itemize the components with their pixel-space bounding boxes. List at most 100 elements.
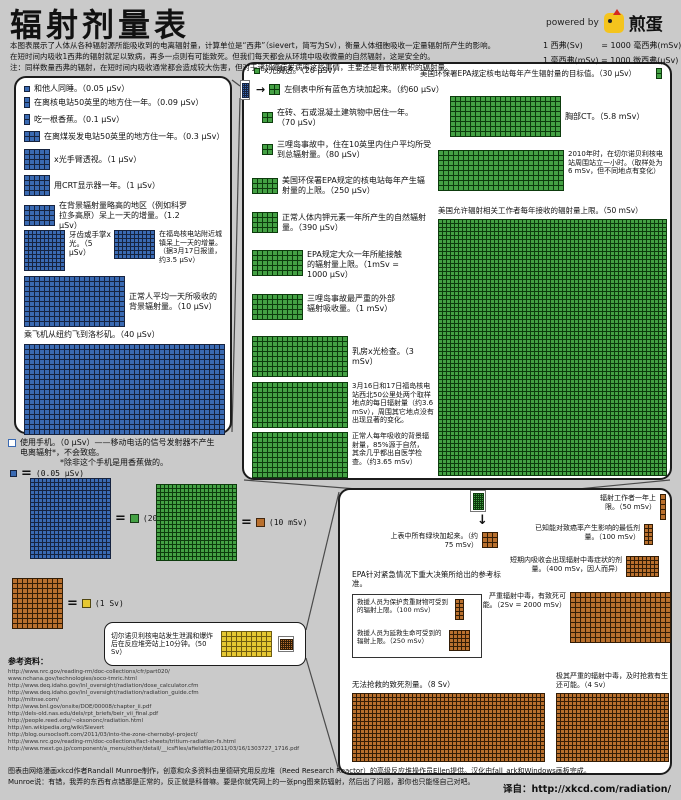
dose-item: 救援人员为保护贵重财物可受到的辐射上限。（100 mSv） — [357, 598, 464, 620]
dose-grid-blue — [24, 205, 55, 227]
dose-item: 在背景辐射量略高的地区（例如科罗拉多高原）呆上一天的增量。（1.2 μSv） — [24, 201, 189, 230]
dose-item: 严重辐射中毒，有致死可能。（2Sv = 2000 mSv） — [482, 592, 671, 643]
dose-grid-brown — [660, 494, 666, 520]
dose-item: 乳房x光检查。（3 mSv） — [252, 336, 432, 377]
dose-grid-blue — [114, 230, 155, 259]
dose-grid-blue — [24, 114, 30, 125]
intro-line: 在短时间内吸收1西弗的辐射就足以致病，再多一点则有可能致死。但我们每天都会从环境… — [10, 52, 435, 61]
dose-item: 在砖、石或混凝土建筑物中居住一年。（70 μSv） — [262, 108, 427, 128]
dose-item: 无法抢救的致死剂量。（8 Sv） — [352, 680, 545, 763]
reference-url: http://www.nrc.gov/reading-rm/doc-collec… — [8, 669, 170, 675]
dose-label: EPA规定大众一年所能接触的辐射量上限。（1mSv = 1000 μSv） — [307, 250, 402, 279]
dose-item: 短期内吸收会出现辐射中毒症状的剂量。（400 mSv，因人而异） — [510, 556, 659, 577]
dose-label: x光手臂透视。（1 μSv） — [54, 154, 142, 164]
reference-url: http://www.mext.go.jp/component/a_menu/o… — [8, 746, 300, 752]
dose-item: 极其严重的辐射中毒，及时抢救有生还可能。（4 Sv） — [556, 672, 669, 763]
dose-grid-green — [438, 219, 667, 477]
references: 参考资料： http://www.nrc.gov/reading-rm/doc-… — [8, 656, 299, 753]
dose-label: 三哩岛事故最严重的外部辐射吸收量。（1 mSv） — [307, 294, 395, 313]
dose-grid-brown — [280, 639, 293, 650]
dose-label: 乳房x光检查。（3 mSv） — [352, 346, 414, 366]
mini-brown-chart-icon — [278, 636, 294, 652]
dose-label: 在砖、石或混凝土建筑物中居住一年。（70 μSv） — [277, 108, 413, 127]
dose-grid-blue — [30, 478, 111, 559]
dose-item: 胸部CT。（5.8 mSv） — [450, 96, 655, 137]
dose-item: 用CRT显示器一年。（1 μSv） — [24, 175, 160, 196]
page-title: 辐射剂量表 — [10, 6, 191, 44]
dose-item: 牙齿或手掌x光。（5 μSv） — [24, 230, 111, 271]
references-list: http://www.nrc.gov/reading-rm/doc-collec… — [8, 669, 299, 753]
dose-item: 已知能对致癌率产生影响的最低剂量。（100 mSv） — [534, 524, 653, 545]
equals-sign: = — [241, 515, 252, 530]
powered-by: powered by 煎蛋 — [546, 8, 663, 35]
dose-label: 美国允许辐射相关工作者每年接收的辐射量上限。（50 mSv） — [438, 206, 643, 215]
dose-label: 正常人体内钾元素一年所产生的自然辐射量。（390 μSv） — [282, 212, 426, 232]
cellphone-note: 使用手机。（0 μSv）——移动电话的信号发射器不产生 电离辐射*，不会致癌。 … — [8, 438, 215, 468]
dose-grid-green — [252, 432, 348, 478]
dose-grid-green — [262, 144, 273, 156]
scale-equation: = (10 mSv) — [156, 484, 307, 561]
credits-line: 图表由网络漫画xkcd作者Randall Munroe制作，创意和众多资料由里德… — [8, 767, 591, 775]
reference-url: http://www.deq.idaho.gov/inl_oversight/r… — [8, 690, 199, 696]
dose-label: 救援人员为保护贵重财物可受到的辐射上限。（100 mSv） — [357, 598, 448, 614]
credits-line: Munroe说：有错，我弄的东西有点错那是正常的，反正就是科普嘛。要是你就凭网上… — [8, 777, 475, 786]
green-unit-square-icon — [129, 514, 139, 523]
dose-label: 在离核电站50英里的地方住一年。（0.09 μSv） — [34, 97, 204, 107]
scale-equation-label: (1 Sv) — [94, 599, 124, 608]
dose-grid-green — [269, 84, 281, 95]
dose-grid-blue — [24, 276, 125, 327]
dose-label: 2010年时，在切尔诺贝利核电站周围站立一小时。（取样处为6 mSv，但不同地点… — [568, 150, 663, 176]
brand-name: 煎蛋 — [628, 15, 663, 35]
dose-grid-blue — [24, 131, 40, 142]
dose-item: 2010年时，在切尔诺贝利核电站周围站立一小时。（取样处为6 mSv，但不同地点… — [438, 150, 663, 191]
dose-label: 辐射工作者一年上限。（50 mSv） — [600, 494, 656, 511]
dose-grid-brown — [570, 592, 671, 643]
dose-label: 美国环保署EPA规定的核电站每年产生辐射量的上限。（250 μSv） — [282, 176, 425, 195]
dose-item: 正常人体内钾元素一年所产生的自然辐射量。（390 μSv） — [252, 212, 432, 233]
mini-blue-chart-icon — [240, 80, 250, 100]
dose-label: 已知能对致癌率产生影响的最低剂量。（100 mSv） — [535, 524, 640, 541]
dose-item: 正常人平均一天所吸收的背景辐射量。（10 μSv） — [24, 276, 219, 327]
dose-label: EPA针对紧急情况下重大决策所给出的参考标准。 — [352, 570, 501, 589]
scale-equation: =(20 μSv) — [30, 478, 181, 559]
dose-grid-brown — [455, 599, 464, 620]
dose-label: 胸部CT。（5.8 mSv） — [565, 111, 645, 121]
dose-label: 用CRT显示器一年。（1 μSv） — [54, 180, 160, 190]
scale-equation: = (1 Sv) — [12, 578, 124, 629]
chernobyl-callout-box: 切尔诺贝利核电站发生泄漏和爆炸后在反应堆旁站上10分钟。（50 Sv） — [104, 622, 306, 666]
dose-grid-brown — [556, 693, 669, 763]
intro-line: 本图表展示了人体从各种辐射源所能吸收到的电离辐射量，计算单位是“西弗”（siev… — [10, 41, 496, 50]
unit-conversion-sv: 1 西弗(Sv) = 1000 毫西弗(mSv) — [543, 41, 681, 50]
dose-label: 美国环保署EPA规定核电站每年产生辐射量的目标值。（30 μSv） — [420, 68, 637, 78]
dose-item: 美国环保署EPA规定核电站每年产生辐射量的目标值。（30 μSv） — [420, 68, 662, 79]
powered-by-label: powered by — [546, 17, 599, 28]
dose-grid-brown — [449, 630, 470, 651]
dose-label: 在福岛核电站附近城镇呆上一天的增量。（据3月17日报道，约3.5 μSv） — [159, 230, 222, 264]
equals-sign: = — [115, 511, 126, 526]
dose-label: 吃一根香蕉。（0.1 μSv） — [34, 114, 125, 124]
references-title: 参考资料： — [8, 657, 48, 666]
dose-grid-blue — [24, 149, 50, 170]
dose-grid-yellow — [221, 631, 272, 657]
dose-label: 乘飞机从纽约飞到洛杉矶。（40 μSv） — [24, 330, 160, 339]
dose-item: 上表中所有绿块加起来。（约75 mSv） — [386, 532, 498, 549]
zero-dose-square-icon — [8, 439, 16, 447]
dose-label: 短期内吸收会出现辐射中毒症状的剂量。（400 mSv，因人而异） — [510, 556, 622, 573]
scale-equation: = (0.05 μSv) — [10, 466, 84, 481]
cellphone-note-line: 电离辐射*，不会致癌。 — [20, 448, 104, 457]
dose-item: → 左侧表中所有蓝色方块加起来。（约60 μSv） — [256, 84, 444, 95]
dose-grid-blue — [24, 97, 30, 108]
reference-url: http://www.nrc.gov/reading-rm/doc-collec… — [8, 739, 236, 745]
dose-item: 在福岛核电站附近城镇呆上一天的增量。（据3月17日报道，约3.5 μSv） — [114, 230, 223, 264]
dose-grid-green — [656, 68, 662, 79]
dose-grid-green — [254, 67, 260, 74]
cellphone-note-line: 使用手机。（0 μSv）——移动电话的信号发射器不产生 — [20, 438, 215, 447]
dose-grid-green — [252, 336, 348, 377]
dose-label: 三哩岛事故中，住在10英里内住户平均所受到总辐射量。（80 μSv） — [277, 140, 432, 159]
equals-sign: = — [21, 466, 32, 481]
dose-label: 上表中所有绿块加起来。（约75 mSv） — [390, 532, 479, 549]
dose-grid-blue — [24, 230, 65, 271]
dose-grid-blue — [24, 343, 225, 435]
equals-sign: = — [67, 596, 78, 611]
